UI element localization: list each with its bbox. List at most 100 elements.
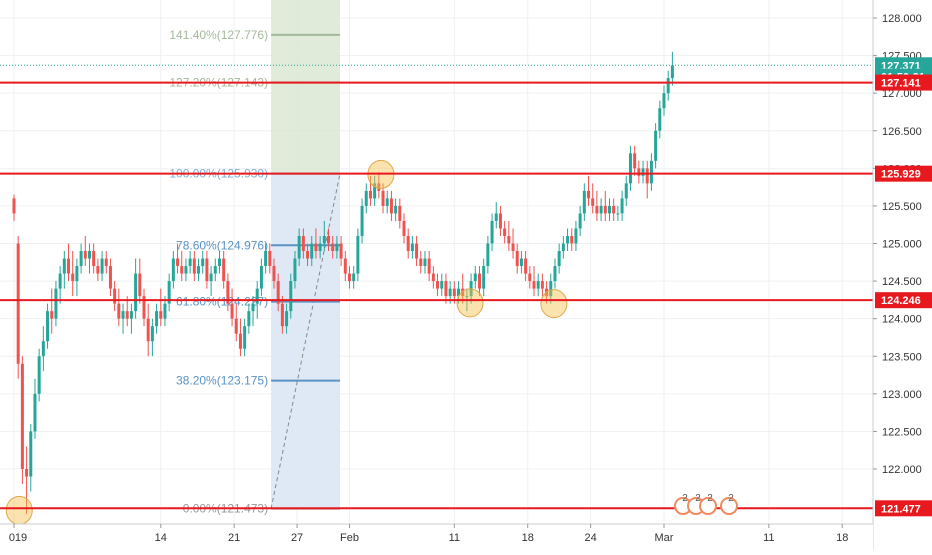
candle-body — [465, 296, 469, 298]
candle-body — [25, 469, 29, 477]
candle-body — [410, 243, 414, 252]
y-tick-label: 123.000 — [882, 389, 922, 401]
fib-level-label: 61.80%(124.227) — [176, 295, 268, 309]
candle-body — [180, 266, 184, 274]
fib-level-label: 141.40%(127.776) — [169, 28, 268, 42]
candle-body — [612, 205, 616, 214]
y-tick-label: 122.500 — [882, 426, 922, 438]
candle-body — [201, 258, 205, 267]
candle-body — [238, 333, 242, 349]
candle-body — [637, 168, 641, 176]
x-tick-label: 14 — [155, 532, 167, 544]
y-tick-label: 127.000 — [882, 88, 922, 100]
candle-body — [276, 281, 280, 304]
x-tick-label: 24 — [584, 532, 596, 544]
candle-body — [293, 258, 297, 282]
candle-body — [662, 93, 666, 109]
candle-body — [314, 243, 318, 252]
candle-body — [62, 258, 66, 274]
event-badge-count: 2 — [728, 493, 734, 504]
candle-body — [670, 65, 674, 79]
candle-body — [649, 160, 653, 184]
candle-body — [87, 251, 91, 259]
sr-lines — [0, 81, 873, 510]
candle-body — [264, 251, 268, 267]
candle-body — [419, 258, 423, 267]
price-label-box — [875, 292, 932, 309]
highlight-circle — [456, 288, 484, 318]
candle-body — [230, 303, 234, 319]
candle-body — [251, 303, 255, 312]
candle-body — [595, 205, 599, 214]
candle-body — [37, 356, 41, 394]
candle-body — [247, 311, 251, 327]
candle-body — [666, 78, 670, 94]
candle-body — [448, 288, 452, 297]
candle-body — [255, 288, 259, 304]
candle-body — [645, 168, 649, 184]
candle-body — [29, 431, 33, 477]
candle-body — [486, 243, 490, 267]
candle-body — [628, 153, 632, 184]
candle-body — [150, 326, 154, 342]
candle-body — [75, 266, 79, 282]
candle-body — [540, 281, 544, 289]
event-badge-count: 2 — [707, 493, 713, 504]
x-tick-label: 11 — [449, 532, 460, 544]
candle-body — [108, 266, 112, 289]
y-tick-label: 122.000 — [882, 464, 922, 476]
candle-body — [197, 266, 201, 274]
candle-body — [155, 311, 159, 327]
candle-body — [280, 303, 284, 327]
candle-body — [339, 243, 343, 259]
candle-body — [498, 213, 502, 229]
candle-body — [318, 243, 322, 252]
candle-body — [553, 266, 557, 282]
candle-body — [343, 258, 347, 274]
candle-body — [322, 235, 326, 244]
candle-body — [377, 183, 381, 191]
x-tick-label: Mar — [655, 532, 674, 544]
x-tick-label: Feb — [340, 532, 359, 544]
candle-body — [92, 251, 96, 267]
candle-body — [624, 183, 628, 199]
candle-body — [234, 318, 238, 334]
candle-body — [33, 393, 37, 432]
x-tick-label: 019 — [9, 532, 27, 544]
candle-body — [50, 311, 54, 319]
price-label-text: 121.477 — [881, 503, 921, 515]
candle-body — [457, 288, 461, 297]
fib-level-label: 78.60%(124.976) — [176, 238, 268, 252]
candle-body — [368, 190, 372, 199]
fib-trend-line — [270, 173, 341, 509]
candle-body — [641, 168, 645, 176]
candle-body — [482, 266, 486, 289]
candle-body — [159, 311, 163, 319]
candle-body — [607, 205, 611, 214]
candle-body — [213, 266, 217, 274]
price-label-text: 124.246 — [881, 295, 921, 307]
y-tick-label: 125.500 — [882, 201, 922, 213]
candle-body — [364, 190, 368, 206]
candle-body — [402, 220, 406, 236]
candle-body — [599, 205, 603, 214]
candle-body — [188, 258, 192, 267]
candle-body — [176, 258, 180, 267]
candle-body — [536, 281, 540, 289]
candle-body — [142, 296, 146, 319]
candle-body — [436, 281, 440, 289]
candle-body — [125, 311, 129, 319]
event-badge-icon — [699, 497, 717, 515]
candle-body — [192, 258, 196, 274]
candle-body — [633, 153, 637, 169]
candle-body — [121, 311, 125, 319]
candle-body — [226, 281, 230, 304]
candle-body — [41, 341, 45, 357]
candle-body — [54, 288, 58, 319]
candle-body — [406, 235, 410, 252]
candle-body — [117, 303, 121, 319]
y-tick-label: 126.500 — [882, 126, 922, 138]
candle-body — [243, 326, 247, 349]
